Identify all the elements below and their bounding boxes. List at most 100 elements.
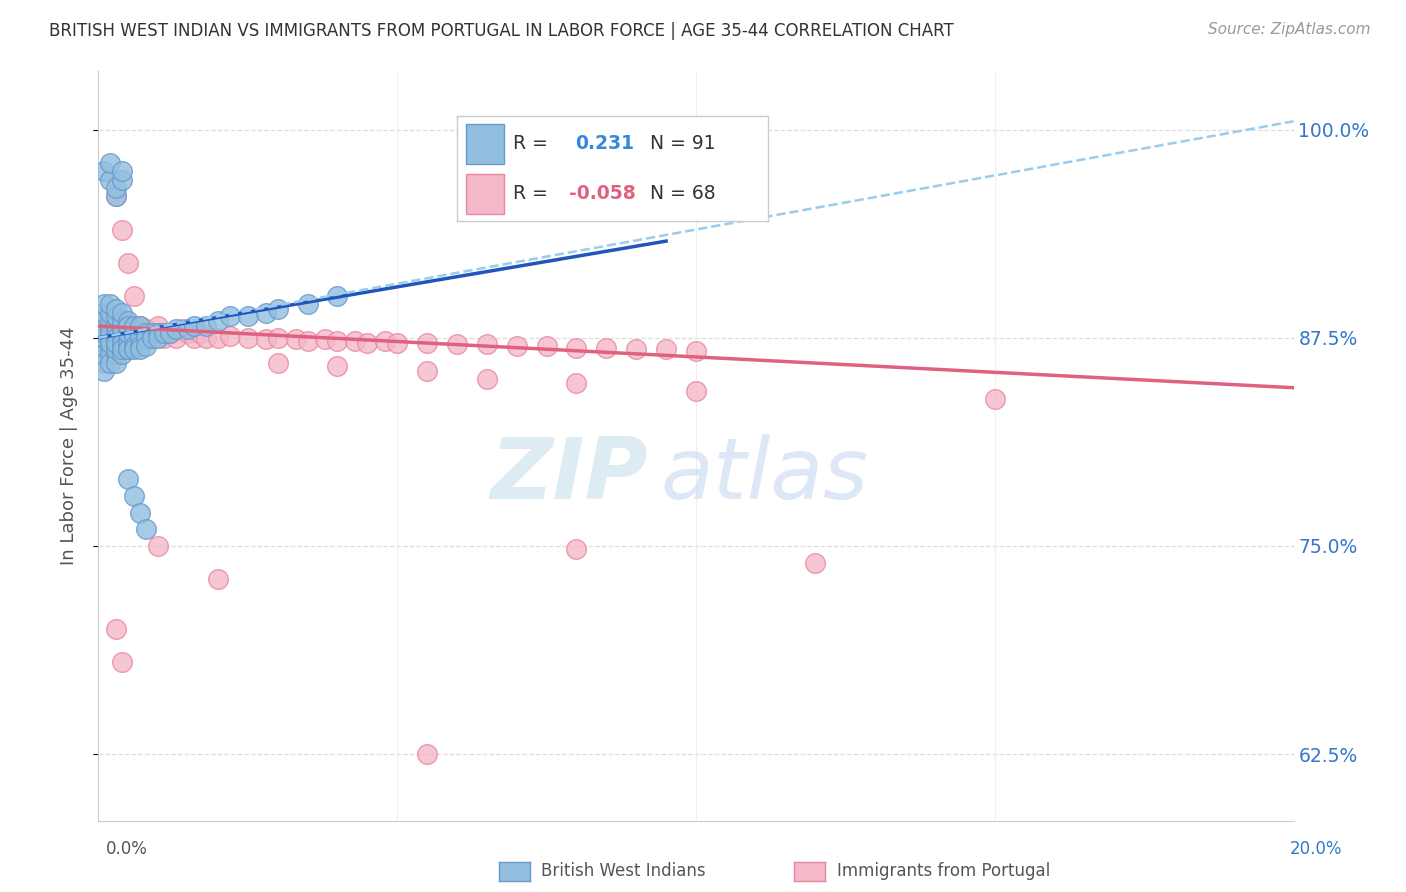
- Point: [117, 314, 139, 328]
- Point: [685, 384, 707, 398]
- Point: [475, 337, 498, 351]
- Point: [135, 339, 157, 353]
- Point: [111, 164, 134, 178]
- Point: [111, 339, 134, 353]
- Point: [655, 343, 678, 357]
- Point: [117, 335, 139, 350]
- Point: [93, 306, 115, 320]
- Point: [124, 343, 146, 357]
- Point: [326, 359, 349, 373]
- Point: [117, 472, 139, 486]
- Point: [93, 322, 115, 336]
- Point: [135, 331, 157, 345]
- Point: [117, 343, 139, 357]
- Point: [129, 326, 152, 340]
- Point: [129, 339, 152, 353]
- Point: [93, 326, 115, 340]
- Point: [111, 319, 134, 334]
- Point: [98, 306, 122, 320]
- Point: [141, 326, 163, 340]
- Point: [98, 297, 122, 311]
- Point: [153, 326, 176, 340]
- Point: [195, 319, 218, 334]
- Point: [219, 329, 242, 343]
- Text: 20.0%: 20.0%: [1291, 840, 1343, 858]
- Point: [267, 331, 290, 345]
- Point: [111, 306, 134, 320]
- Point: [111, 335, 134, 350]
- Point: [183, 319, 205, 334]
- Point: [93, 356, 115, 370]
- Point: [595, 341, 617, 355]
- Point: [326, 334, 349, 348]
- Point: [124, 319, 146, 334]
- Point: [565, 376, 588, 390]
- Point: [129, 343, 152, 357]
- Point: [129, 319, 152, 334]
- Point: [326, 289, 349, 303]
- Point: [297, 334, 319, 348]
- Point: [135, 326, 157, 340]
- Point: [117, 339, 139, 353]
- Point: [446, 337, 468, 351]
- Point: [315, 333, 337, 347]
- Point: [117, 343, 139, 357]
- Point: [159, 326, 181, 340]
- Point: [177, 326, 200, 340]
- Point: [165, 322, 187, 336]
- Text: 0.0%: 0.0%: [105, 840, 148, 858]
- Point: [254, 306, 277, 320]
- Point: [188, 326, 211, 340]
- Point: [177, 322, 200, 336]
- Point: [117, 256, 139, 270]
- Point: [117, 319, 139, 334]
- Point: [195, 331, 218, 345]
- Point: [124, 489, 146, 503]
- Point: [129, 319, 152, 334]
- Point: [124, 289, 146, 303]
- Point: [93, 331, 115, 345]
- Point: [117, 331, 139, 345]
- Point: [98, 335, 122, 350]
- Point: [385, 335, 409, 350]
- Point: [111, 222, 134, 236]
- Text: ZIP: ZIP: [491, 434, 648, 517]
- Point: [159, 326, 181, 340]
- Point: [111, 347, 134, 361]
- Point: [105, 339, 128, 353]
- Point: [129, 331, 152, 345]
- Point: [207, 572, 229, 586]
- Point: [98, 172, 122, 186]
- Y-axis label: In Labor Force | Age 35-44: In Labor Force | Age 35-44: [59, 326, 77, 566]
- Point: [98, 331, 122, 345]
- Point: [172, 322, 194, 336]
- Point: [111, 314, 134, 328]
- Point: [416, 335, 439, 350]
- Point: [111, 331, 134, 345]
- Point: [93, 364, 115, 378]
- Point: [117, 319, 139, 334]
- Point: [117, 326, 139, 340]
- Point: [111, 322, 134, 336]
- Point: [98, 156, 122, 170]
- Point: [117, 326, 139, 340]
- Point: [685, 344, 707, 359]
- Point: [148, 331, 170, 345]
- Point: [124, 331, 146, 345]
- Point: [105, 319, 128, 334]
- Point: [219, 309, 242, 323]
- Point: [111, 331, 134, 345]
- Point: [141, 331, 163, 345]
- Point: [135, 522, 157, 536]
- Point: [135, 331, 157, 345]
- Point: [105, 356, 128, 370]
- Point: [105, 189, 128, 203]
- Point: [565, 542, 588, 557]
- Point: [267, 302, 290, 317]
- Point: [124, 331, 146, 345]
- Point: [111, 172, 134, 186]
- Point: [124, 326, 146, 340]
- Point: [105, 326, 128, 340]
- Point: [124, 322, 146, 336]
- Point: [148, 319, 170, 334]
